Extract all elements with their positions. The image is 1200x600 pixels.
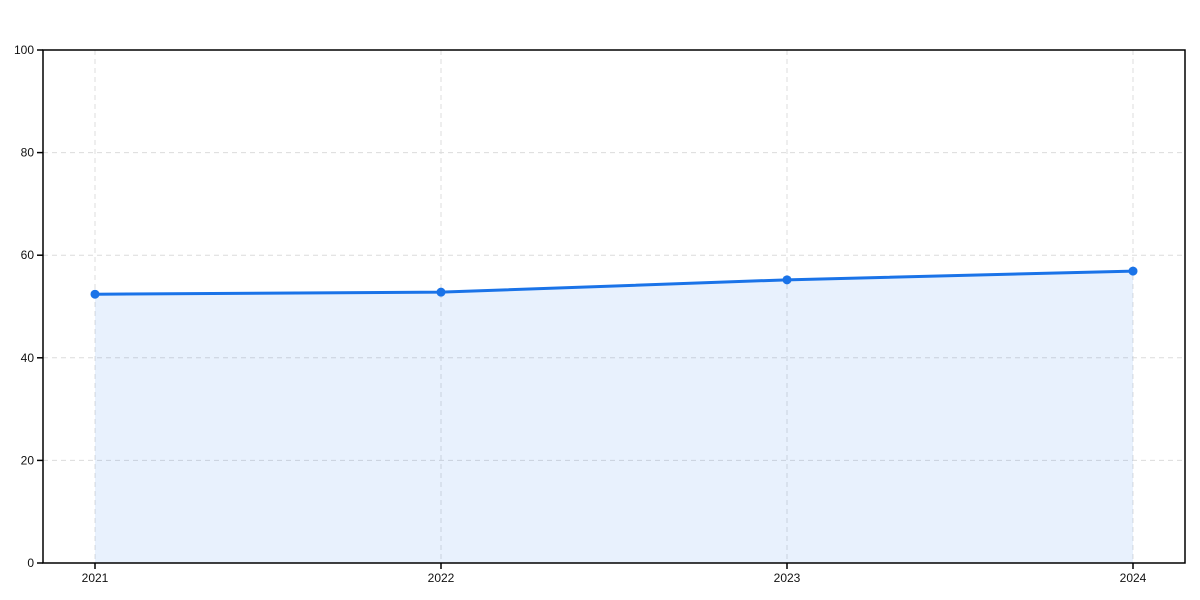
y-tick-label-100: 100	[14, 43, 34, 57]
data-point-2023	[782, 275, 792, 285]
x-tick-label-2021: 2021	[82, 571, 109, 585]
y-tick-label-40: 40	[21, 351, 35, 365]
area-fill	[95, 271, 1133, 563]
y-tick-label-0: 0	[27, 556, 34, 570]
x-tick-label-2022: 2022	[428, 571, 455, 585]
y-tick-label-60: 60	[21, 248, 35, 262]
plot-border	[42, 49, 1186, 564]
data-point-2024	[1128, 266, 1138, 276]
data-point-2022	[436, 287, 446, 297]
x-tick-label-2023: 2023	[774, 571, 801, 585]
y-tick-label-80: 80	[21, 146, 35, 160]
y-tick-label-20: 20	[21, 453, 35, 467]
x-tick-label-2024: 2024	[1120, 571, 1147, 585]
trend-line	[93, 269, 1135, 296]
data-point-2021	[90, 289, 100, 299]
